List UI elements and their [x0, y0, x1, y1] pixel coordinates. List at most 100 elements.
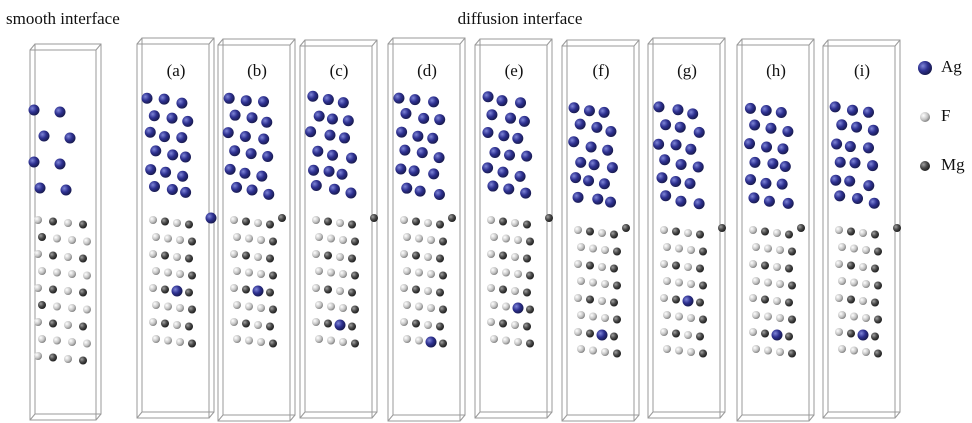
atom-Ag: [142, 93, 153, 104]
atom-F: [34, 352, 42, 360]
atom-F: [34, 284, 42, 292]
cell-edge: [460, 38, 465, 44]
atom-Mg: [613, 316, 621, 324]
atom-F: [68, 304, 76, 312]
atom-Ag: [428, 96, 439, 107]
atom-F: [152, 233, 160, 241]
atom-Ag: [575, 119, 586, 130]
atom-F: [511, 287, 519, 295]
atom-F: [152, 267, 160, 275]
atom-Mg: [523, 323, 531, 331]
atom-Ag: [29, 105, 40, 116]
atom-Mg: [269, 306, 277, 314]
atom-Mg: [348, 221, 356, 229]
heading: smooth interface: [6, 9, 120, 28]
atom-Ag: [417, 147, 428, 158]
atom-Ag: [176, 132, 187, 143]
atom-Ag: [671, 139, 682, 150]
legend-label: Mg: [941, 155, 965, 174]
atom-Mg: [613, 282, 621, 290]
atom-Ag: [305, 126, 316, 137]
legend-label: F: [941, 106, 950, 125]
atom-F: [176, 304, 184, 312]
atom-Ag: [831, 138, 842, 149]
atom-F: [400, 216, 408, 224]
atom-Ag: [240, 131, 251, 142]
cell-edge: [562, 415, 567, 421]
cell-edge: [475, 412, 480, 418]
atom-Ag: [745, 174, 756, 185]
atom-Mg: [348, 255, 356, 263]
atom-Ag: [830, 101, 841, 112]
atom-Mg: [499, 286, 507, 294]
atom-F: [502, 303, 510, 311]
atom-Mg: [545, 214, 553, 222]
atom-Mg: [38, 301, 46, 309]
atom-F: [862, 314, 870, 322]
atom-F: [327, 337, 335, 345]
atom-F: [660, 294, 668, 302]
cell-box: [300, 46, 372, 418]
cell-edge: [648, 412, 653, 418]
atom-F: [164, 269, 172, 277]
atom-Ag: [591, 122, 602, 133]
cell-edge: [218, 415, 223, 421]
atom-F: [577, 345, 585, 353]
atom-F: [776, 246, 784, 254]
atom-F: [403, 267, 411, 275]
atom-Mg: [49, 320, 57, 328]
atom-F: [176, 270, 184, 278]
atom-F: [862, 348, 870, 356]
atom-Mg: [718, 224, 726, 232]
panel-label: (b): [247, 61, 267, 80]
legend-swatch: [918, 61, 932, 75]
atom-F: [257, 338, 265, 346]
atom-F: [400, 318, 408, 326]
atom-F: [64, 287, 72, 295]
atom-Ag: [765, 123, 776, 134]
atom-F: [176, 338, 184, 346]
atom-F: [424, 253, 432, 261]
atom-F: [245, 337, 253, 345]
atom-F: [245, 269, 253, 277]
atom-F: [752, 345, 760, 353]
atom-Mg: [351, 272, 359, 280]
atom-Mg: [785, 333, 793, 341]
atom-Mg: [874, 350, 882, 358]
atom-F: [233, 267, 241, 275]
atom-Ag: [307, 91, 318, 102]
atom-Ag: [675, 122, 686, 133]
atom-F: [233, 301, 241, 309]
atom-F: [598, 297, 606, 305]
atom-F: [245, 303, 253, 311]
atom-Ag: [256, 171, 267, 182]
panel-label: (h): [766, 61, 786, 80]
atom-F: [598, 263, 606, 271]
atom-F: [38, 267, 46, 275]
atom-F: [749, 260, 757, 268]
atom-F: [862, 246, 870, 254]
atom-F: [684, 229, 692, 237]
atom-Ag: [483, 91, 494, 102]
atom-Ag: [780, 161, 791, 172]
atom-Ag: [327, 113, 338, 124]
atom-F: [164, 303, 172, 311]
cell-box: [653, 38, 725, 412]
atom-Ag: [39, 131, 50, 142]
atom-Mg: [788, 316, 796, 324]
atom-Ag: [345, 187, 356, 198]
atom-Ag: [223, 127, 234, 138]
atom-F: [514, 338, 522, 346]
atom-F: [339, 270, 347, 278]
atom-Mg: [242, 218, 250, 226]
atom-Ag: [670, 176, 681, 187]
atom-F: [490, 301, 498, 309]
atom-Ag: [159, 94, 170, 105]
atom-F: [400, 284, 408, 292]
atom-Ag: [160, 167, 171, 178]
atom-Ag: [693, 161, 704, 172]
atom-F: [589, 347, 597, 355]
cell-edge: [634, 415, 639, 421]
atom-F: [752, 311, 760, 319]
atom-F: [490, 267, 498, 275]
